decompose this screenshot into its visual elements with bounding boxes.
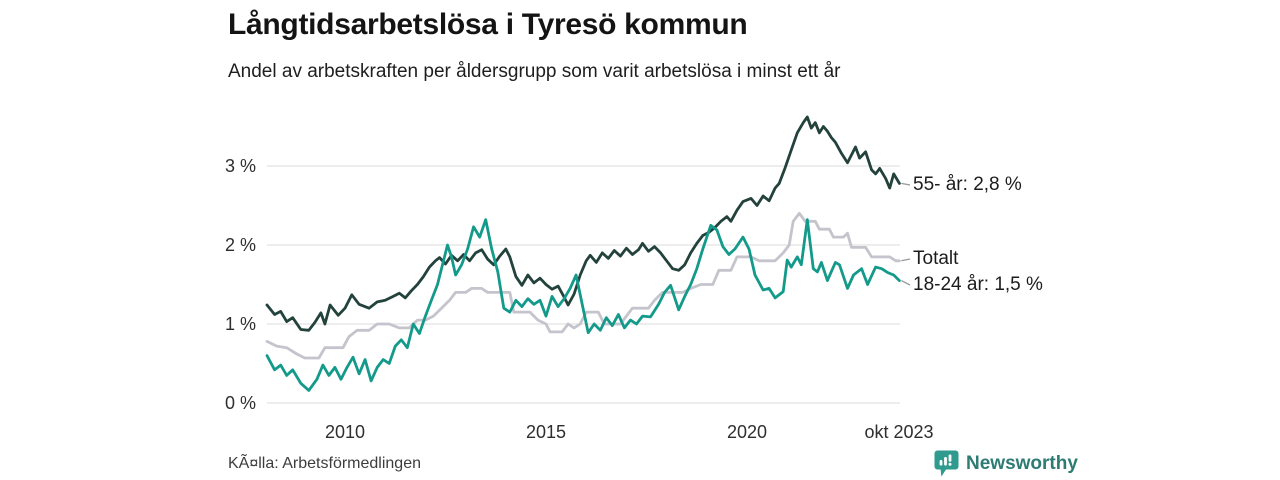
y-tick-0: 0 % [224,393,256,413]
x-tick-2010: 2010 [324,422,366,442]
source-note: KÃ¤lla: Arbetsförmedlingen [228,455,421,472]
newsworthy-brand: Newsworthy [934,450,1078,477]
label-connector [901,279,911,286]
series-label-18-24-ar: 18-24 år: 1,5 % [913,274,1043,295]
series-line-55-r [265,115,901,332]
series-line-18-24-r [265,218,901,392]
newsworthy-wordmark: Newsworthy [966,453,1078,474]
x-tick-okt-2023: okt 2023 [864,422,934,442]
series-label-55-ar: 55- år: 2,8 % [913,174,1022,195]
x-tick-2020: 2020 [726,422,768,442]
x-tick-2015: 2015 [525,422,567,442]
series-line-Totalt [265,212,901,360]
y-tick-1: 1 % [224,314,256,334]
y-tick-2: 2 % [224,235,256,255]
newsworthy-logo-icon [934,450,959,477]
y-tick-3: 3 % [224,156,256,176]
chart-title: Långtidsarbetslösa i Tyresö kommun [228,8,748,41]
label-connector [901,258,911,262]
chart-subtitle: Andel av arbetskraften per åldersgrupp s… [228,61,841,82]
series-label-totalt: Totalt [913,248,959,269]
label-connector [901,182,911,186]
